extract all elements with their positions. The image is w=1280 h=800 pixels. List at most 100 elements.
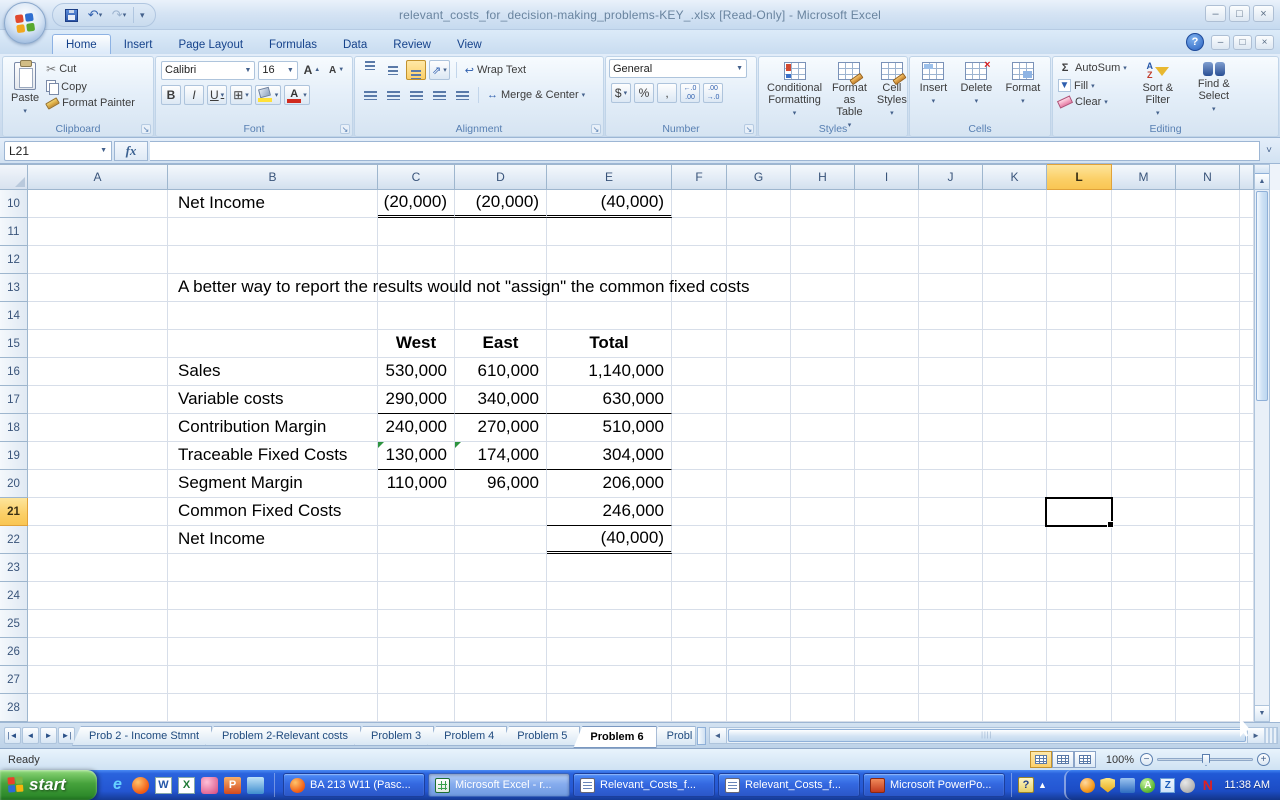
cell-A21[interactable] xyxy=(28,498,168,526)
column-header-G[interactable]: G xyxy=(727,164,791,190)
cell-C19[interactable]: 130,000 xyxy=(378,442,455,470)
page-break-view-button[interactable] xyxy=(1074,751,1096,768)
cell-K20[interactable] xyxy=(983,470,1047,498)
zoom-level[interactable]: 100% xyxy=(1105,753,1134,766)
column-header-A[interactable]: A xyxy=(28,164,168,190)
blue-tools-tray-icon[interactable] xyxy=(1120,777,1136,793)
cell-G13[interactable] xyxy=(727,274,791,302)
cell-B17[interactable]: Variable costs xyxy=(168,386,378,414)
cell-M19[interactable] xyxy=(1112,442,1176,470)
column-header-J[interactable]: J xyxy=(919,164,983,190)
cell-N25[interactable] xyxy=(1176,610,1240,638)
row-header-10[interactable]: 10 xyxy=(0,190,28,218)
merge-center-button[interactable]: ↔ Merge & Center ▾ xyxy=(487,89,586,101)
expand-formula-bar-button[interactable]: ˅ xyxy=(1262,141,1276,161)
cell-E14[interactable] xyxy=(547,302,672,330)
cell-K17[interactable] xyxy=(983,386,1047,414)
cell-J23[interactable] xyxy=(919,554,983,582)
cell-E12[interactable] xyxy=(547,246,672,274)
cell-F11[interactable] xyxy=(672,218,727,246)
column-header-H[interactable]: H xyxy=(791,164,855,190)
tab-home[interactable]: Home xyxy=(52,34,111,54)
italic-button[interactable]: I xyxy=(184,85,204,105)
cell-F17[interactable] xyxy=(672,386,727,414)
cell-B13[interactable]: A better way to report the results would… xyxy=(168,274,749,302)
cell-C25[interactable] xyxy=(378,610,455,638)
cell-K24[interactable] xyxy=(983,582,1047,610)
cell-M17[interactable] xyxy=(1112,386,1176,414)
column-header-E[interactable]: E xyxy=(547,164,672,190)
office-button[interactable] xyxy=(4,2,46,44)
cell-stub26[interactable] xyxy=(1240,638,1254,666)
cell-G18[interactable] xyxy=(727,414,791,442)
keyboard-help-icon[interactable]: ? xyxy=(1018,777,1034,793)
cell-L25[interactable] xyxy=(1047,610,1112,638)
cell-C17[interactable]: 290,000 xyxy=(378,386,455,414)
tab-split-handle[interactable] xyxy=(696,727,706,745)
cell-I28[interactable] xyxy=(855,694,919,722)
cell-G21[interactable] xyxy=(727,498,791,526)
cell-N21[interactable] xyxy=(1176,498,1240,526)
decrease-decimal-button[interactable]: .00 →.0 xyxy=(703,83,723,103)
cell-B24[interactable] xyxy=(168,582,378,610)
cell-L15[interactable] xyxy=(1047,330,1112,358)
cell-L13[interactable] xyxy=(1047,274,1112,302)
row-header-23[interactable]: 23 xyxy=(0,554,28,582)
vertical-scroll-thumb[interactable] xyxy=(1256,191,1268,401)
sheet-tab-problem-4[interactable]: Problem 4 xyxy=(427,726,508,746)
cell-E16[interactable]: 1,140,000 xyxy=(547,358,672,386)
cell-F26[interactable] xyxy=(672,638,727,666)
row-header-21[interactable]: 21 xyxy=(0,498,28,526)
firefox-icon[interactable] xyxy=(132,776,149,794)
cell-K15[interactable] xyxy=(983,330,1047,358)
copy-button[interactable]: Copy xyxy=(44,79,137,95)
decrease-indent-button[interactable] xyxy=(429,85,449,105)
autosum-button[interactable]: Σ AutoSum ▾ xyxy=(1056,60,1129,76)
cell-I11[interactable] xyxy=(855,218,919,246)
column-header-I[interactable]: I xyxy=(855,164,919,190)
workbook-close-button[interactable]: × xyxy=(1255,34,1274,50)
cell-J28[interactable] xyxy=(919,694,983,722)
cell-D25[interactable] xyxy=(455,610,547,638)
cut-button[interactable]: ✂ Cut xyxy=(46,62,77,76)
save-button[interactable] xyxy=(61,5,81,25)
cell-B26[interactable] xyxy=(168,638,378,666)
cell-A10[interactable] xyxy=(28,190,168,218)
row-header-14[interactable]: 14 xyxy=(0,302,28,330)
cell-N15[interactable] xyxy=(1176,330,1240,358)
cell-B27[interactable] xyxy=(168,666,378,694)
vertical-scrollbar[interactable]: ▲ ▼ xyxy=(1254,164,1270,722)
underline-button[interactable]: U ▾ xyxy=(207,85,228,105)
column-header-D[interactable]: D xyxy=(455,164,547,190)
cell-F16[interactable] xyxy=(672,358,727,386)
green-a-tray-icon[interactable]: A xyxy=(1140,777,1156,793)
cell-I25[interactable] xyxy=(855,610,919,638)
cell-J10[interactable] xyxy=(919,190,983,218)
cell-F22[interactable] xyxy=(672,526,727,554)
cell-C16[interactable]: 530,000 xyxy=(378,358,455,386)
cell-E21[interactable]: 246,000 xyxy=(547,498,672,526)
cell-M10[interactable] xyxy=(1112,190,1176,218)
cell-N10[interactable] xyxy=(1176,190,1240,218)
cell-stub14[interactable] xyxy=(1240,302,1254,330)
row-header-20[interactable]: 20 xyxy=(0,470,28,498)
cell-M21[interactable] xyxy=(1112,498,1176,526)
fill-color-button[interactable]: ▾ xyxy=(254,85,282,105)
cell-G14[interactable] xyxy=(727,302,791,330)
taskbar-window-4[interactable]: Relevant_Costs_f... xyxy=(718,773,860,797)
previous-sheet-button[interactable]: ◄ xyxy=(22,727,39,744)
number-format-select[interactable]: General ▼ xyxy=(609,59,747,78)
cell-I16[interactable] xyxy=(855,358,919,386)
cell-D16[interactable]: 610,000 xyxy=(455,358,547,386)
column-header-N[interactable]: N xyxy=(1176,164,1240,190)
taskbar-window-5[interactable]: Microsoft PowerPo... xyxy=(863,773,1005,797)
cell-I19[interactable] xyxy=(855,442,919,470)
format-as-table-button[interactable]: Format as Table ▾ xyxy=(827,59,872,135)
cell-A24[interactable] xyxy=(28,582,168,610)
cell-stub25[interactable] xyxy=(1240,610,1254,638)
name-box[interactable]: L21 ▼ xyxy=(4,140,112,161)
cell-H15[interactable] xyxy=(791,330,855,358)
cell-G27[interactable] xyxy=(727,666,791,694)
scroll-right-button[interactable]: ► xyxy=(1247,728,1264,743)
cell-D13[interactable] xyxy=(455,274,547,302)
